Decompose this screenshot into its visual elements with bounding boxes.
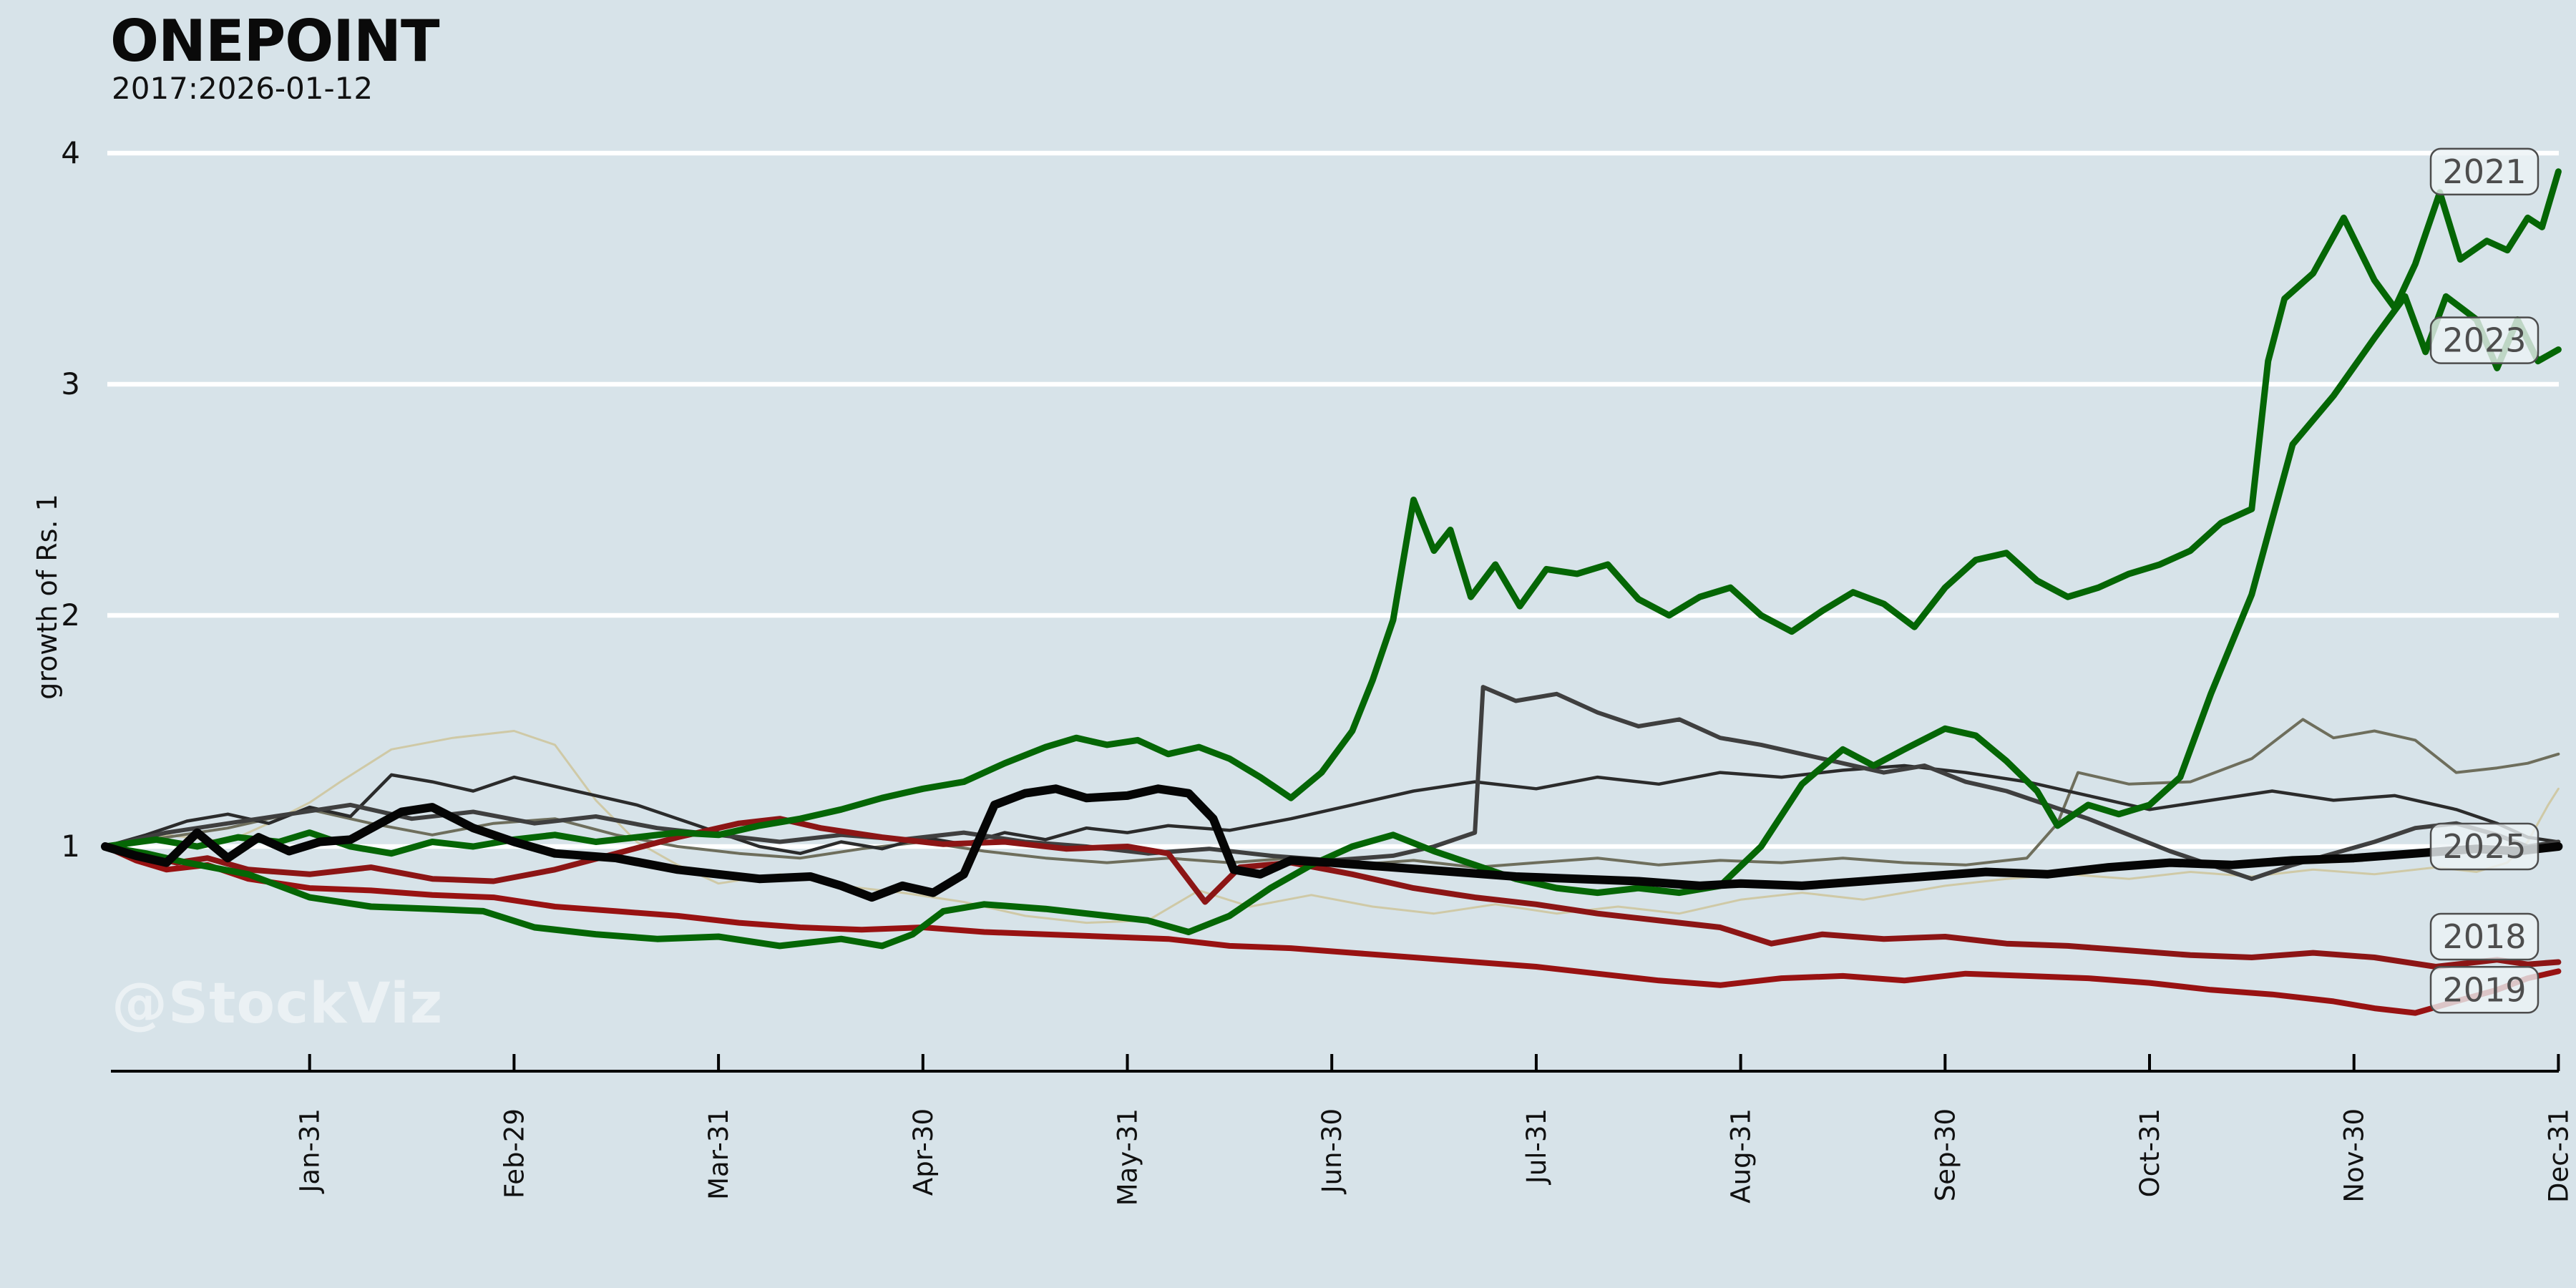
year-label-text-2021: 2021 [2442,152,2526,191]
x-tick-label-Apr-30: Apr-30 [908,1108,939,1196]
year-label-box-2021 [2429,147,2540,196]
series-line-2017 [104,730,2560,924]
x-tick-label-Oct-31: Oct-31 [2135,1108,2165,1197]
year-label-box-2019 [2429,966,2540,1014]
x-tick-label-Jun-30: Jun-30 [1317,1108,1347,1194]
year-label-box-2018 [2429,912,2540,961]
series-line-2025 [101,784,2563,902]
x-tick-label-Sep-30: Sep-30 [1930,1108,1961,1201]
year-label-text-2025: 2025 [2442,827,2526,866]
x-tick-label-Dec-31: Dec-31 [2543,1108,2574,1203]
year-label-box-2025 [2429,822,2540,871]
y-tick-label-1: 1 [61,829,80,864]
series-line-2019 [102,844,2562,1016]
x-tick-label-May-31: May-31 [1113,1108,1143,1206]
y-tick-label-4: 4 [61,135,80,170]
year-label-box-2023 [2429,316,2540,364]
x-tick-label-Nov-30: Nov-30 [2339,1108,2370,1203]
y-tick-label-3: 3 [61,366,80,401]
year-label-text-2018: 2018 [2442,917,2526,956]
year-label-text-2023: 2023 [2442,321,2526,360]
x-tick-label-Aug-31: Aug-31 [1726,1108,1757,1204]
x-tick-label-Jul-31: Jul-31 [1521,1108,1552,1185]
series-line-2018 [102,816,2562,970]
series-line-2023 [102,293,2562,950]
x-tick-label-Jan-31: Jan-31 [295,1108,326,1194]
y-axis-title: growth of Rs. 1 [31,494,63,700]
stockviz-watermark: @StockViz [112,972,444,1036]
y-tick-label-2: 2 [61,597,80,633]
series-line-2021 [102,168,2562,857]
series-line-2022 [103,763,2560,855]
date-range-subtitle: 2017:2026-01-12 [112,71,374,106]
year-label-text-2019: 2019 [2442,970,2526,1009]
page-title: ONEPOINT [110,8,440,74]
series-line-2024 [103,685,2561,882]
x-tick-label-Feb-29: Feb-29 [499,1108,530,1199]
x-tick-label-Mar-31: Mar-31 [703,1108,734,1200]
